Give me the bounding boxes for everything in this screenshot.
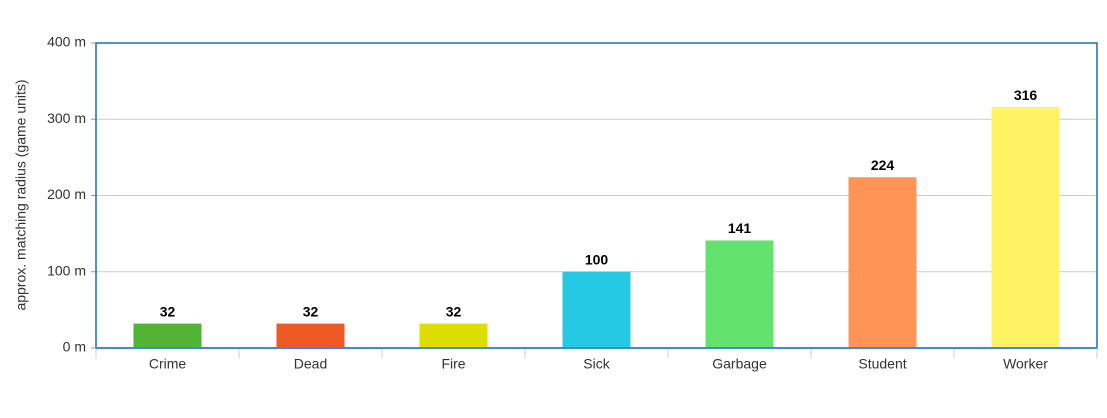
x-tick-label: Fire — [441, 356, 465, 372]
value-label: 100 — [585, 251, 609, 267]
value-label: 224 — [871, 157, 895, 173]
bar — [133, 323, 202, 348]
y-tick-label: 0 m — [63, 339, 86, 355]
y-tick-label: 300 m — [47, 110, 86, 126]
bar — [991, 107, 1060, 348]
bar — [562, 271, 631, 348]
bar — [848, 177, 917, 348]
x-tick-label: Student — [858, 356, 906, 372]
value-label: 141 — [728, 220, 752, 236]
x-tick-label: Sick — [583, 356, 610, 372]
value-label: 32 — [160, 303, 176, 319]
y-tick-label: 400 m — [47, 34, 86, 50]
x-tick-label: Worker — [1003, 356, 1048, 372]
bar — [419, 323, 488, 348]
y-tick-label: 200 m — [47, 186, 86, 202]
x-tick-label: Garbage — [712, 356, 767, 372]
x-tick-label: Crime — [149, 356, 187, 372]
value-label: 32 — [446, 303, 462, 319]
x-tick-label: Dead — [294, 356, 327, 372]
value-label: 32 — [303, 303, 319, 319]
value-label: 316 — [1014, 87, 1038, 103]
y-tick-label: 100 m — [47, 262, 86, 278]
bar — [276, 323, 345, 348]
y-axis-label: approx. matching radius (game units) — [13, 79, 29, 310]
bar — [705, 240, 774, 348]
